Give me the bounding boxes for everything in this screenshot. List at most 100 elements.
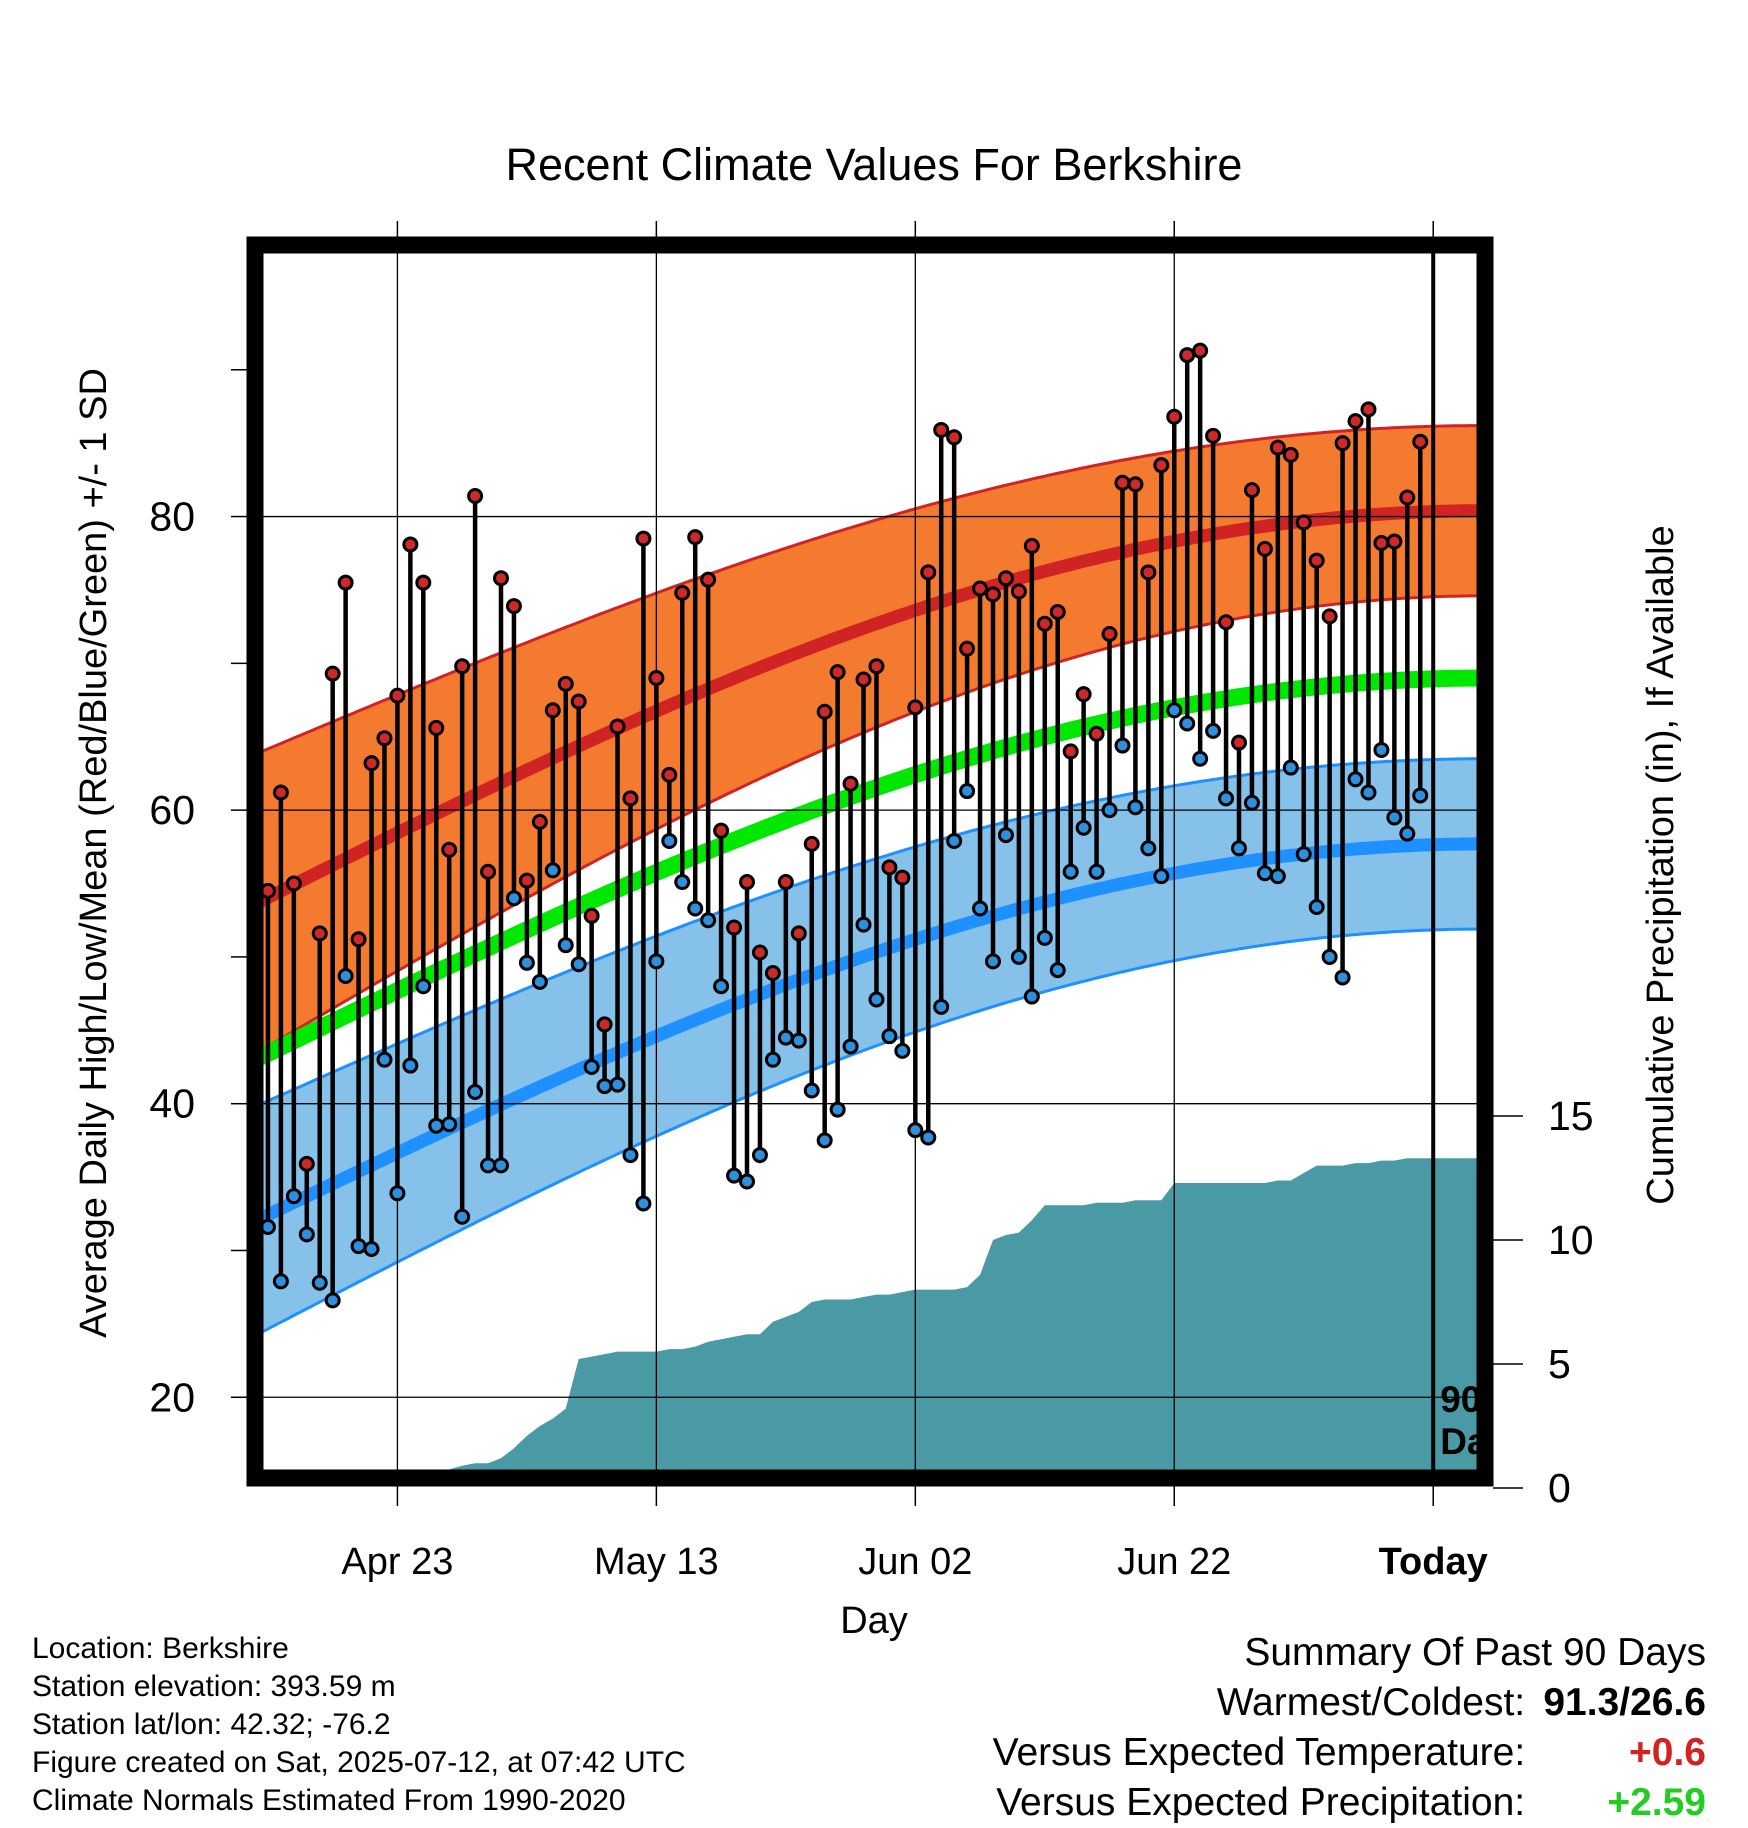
daily-high-point <box>570 693 587 710</box>
daily-high-point <box>363 755 380 772</box>
daily-low-point <box>1023 988 1040 1005</box>
daily-low-point <box>1010 948 1027 965</box>
daily-high-point <box>337 574 354 591</box>
daily-high-point <box>272 784 289 801</box>
summary-panel: Summary Of Past 90 Days Warmest/Coldest:… <box>993 1628 1706 1828</box>
low-sd-band-lower-edge <box>255 927 1485 1337</box>
daily-low-point <box>972 900 989 917</box>
y-tick-label: 60 <box>149 787 195 833</box>
daily-low-point <box>1075 819 1092 836</box>
summary-precip: Versus Expected Precipitation: +2.59 <box>993 1778 1706 1828</box>
y2-tick-label: 5 <box>1548 1341 1571 1387</box>
daily-high-point <box>868 658 885 675</box>
daily-high-point <box>1347 413 1364 430</box>
y-tick-label: 80 <box>149 494 195 540</box>
daily-low-point <box>531 973 548 990</box>
daily-high-point <box>713 822 730 839</box>
daily-low-point <box>1101 802 1118 819</box>
daily-low-point <box>1166 702 1183 719</box>
daily-low-point <box>764 1051 781 1068</box>
daily-high-point <box>1218 614 1235 631</box>
daily-high-point <box>531 813 548 830</box>
daily-low-point <box>389 1185 406 1202</box>
daily-high-point <box>428 719 445 736</box>
daily-low-point <box>985 953 1001 970</box>
daily-high-point <box>1179 347 1196 364</box>
daily-low-point <box>583 1059 600 1075</box>
daily-low-point <box>350 1238 367 1255</box>
y-tick-label: 40 <box>149 1081 195 1127</box>
daily-high-point <box>376 730 393 747</box>
daily-low-point <box>311 1274 328 1291</box>
daily-high-point <box>726 919 743 936</box>
daily-low-point <box>829 1101 846 1118</box>
daily-high-point <box>1231 734 1247 751</box>
daily-high-point <box>790 925 807 942</box>
daily-low-point <box>842 1038 859 1055</box>
daily-low-point <box>1256 865 1273 882</box>
elevation-text: Station elevation: 393.59 m <box>32 1670 396 1703</box>
daily-low-point <box>480 1157 497 1174</box>
daily-high-point <box>311 925 328 942</box>
daily-low-point <box>855 916 872 933</box>
daily-high-point <box>777 874 794 891</box>
summary-title: Summary Of Past 90 Days <box>1244 1631 1706 1674</box>
daily-high-point <box>609 718 626 735</box>
precip-label: Versus Expected Precipitation: <box>996 1781 1526 1824</box>
daily-low-point <box>1334 969 1351 986</box>
daily-low-point <box>1373 741 1390 758</box>
plot-frame <box>246 236 1494 1487</box>
daily-low-point <box>493 1157 509 1174</box>
daily-low-point <box>1231 840 1247 857</box>
daily-low-point <box>1360 784 1377 801</box>
daily-low-point <box>726 1167 743 1184</box>
daily-high-point <box>1334 435 1351 452</box>
daily-high-point <box>997 570 1014 587</box>
daily-high-point <box>1243 482 1260 499</box>
daily-low-point <box>1127 799 1144 816</box>
daily-low-point <box>402 1057 419 1074</box>
daily-low-point <box>1399 825 1416 842</box>
daily-low-point <box>1321 948 1338 965</box>
daily-high-point <box>1373 534 1390 551</box>
daily-low-point <box>298 1226 315 1243</box>
precip-value: +2.59 <box>1607 1781 1706 1824</box>
daily-high-point <box>1386 533 1403 550</box>
daily-low-point <box>1140 840 1157 857</box>
latlon-text: Station lat/lon: 42.32; -76.2 <box>32 1708 391 1741</box>
warm-cold-value: 91.3/26.6 <box>1543 1681 1706 1724</box>
daily-high-point <box>583 907 600 924</box>
daily-high-point <box>661 766 678 783</box>
daily-low-point <box>557 937 574 954</box>
daily-high-point <box>415 574 432 591</box>
daily-low-point <box>790 1032 807 1049</box>
daily-high-point <box>635 530 652 547</box>
high-sd-band <box>255 425 1485 1054</box>
daily-high-point <box>933 421 950 438</box>
daily-high-point <box>1049 603 1066 620</box>
daily-high-point <box>1153 457 1170 474</box>
daily-high-point <box>493 570 509 587</box>
daily-high-point <box>480 863 497 880</box>
daily-low-point <box>739 1173 755 1190</box>
daily-low-point <box>1308 899 1325 916</box>
daily-high-point <box>1321 608 1338 625</box>
daily-low-point <box>946 832 963 849</box>
daily-high-point <box>1399 489 1416 506</box>
daily-high-point <box>751 944 768 961</box>
daily-low-point <box>415 978 432 995</box>
daily-high-point <box>816 703 833 720</box>
daily-high-point <box>829 664 846 681</box>
x-axis-label: Day <box>840 1600 908 1642</box>
daily-high-point <box>687 529 704 546</box>
precipitation-area <box>425 1158 1485 1478</box>
daily-low-point <box>570 956 587 973</box>
daily-high-point <box>1269 439 1286 456</box>
daily-high-point <box>1114 474 1131 491</box>
daily-high-point <box>1295 514 1312 531</box>
daily-low-point <box>1218 790 1235 807</box>
daily-high-point <box>1088 725 1105 742</box>
daily-high-point <box>972 580 989 597</box>
daily-low-point <box>751 1147 768 1164</box>
